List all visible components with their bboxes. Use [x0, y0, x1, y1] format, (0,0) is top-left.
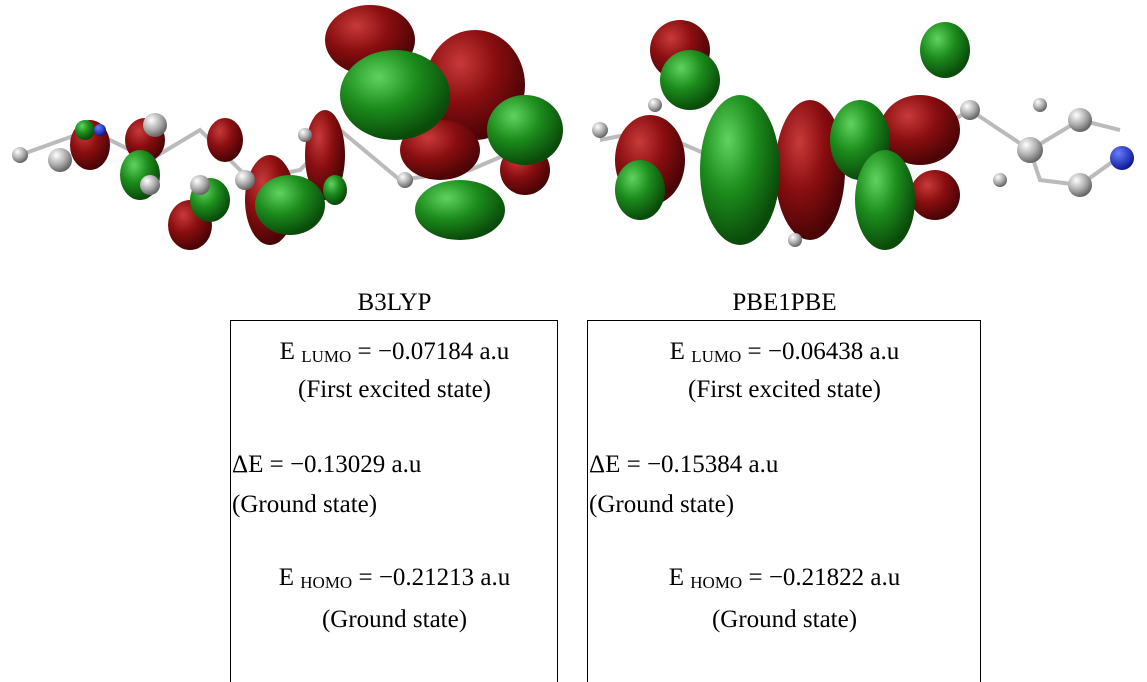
gap-energy: ΔE = −0.13029 a.u — [232, 450, 421, 480]
table-border — [587, 320, 980, 321]
table-border — [587, 320, 588, 682]
energy-symbol: E — [670, 338, 685, 365]
energy-subscript: HOMO — [300, 573, 352, 592]
method-label: PBE1PBE — [589, 288, 980, 318]
gap-energy: ΔE = −0.15384 a.u — [589, 450, 778, 480]
energy-subscript: LUMO — [691, 347, 741, 366]
table-border — [230, 320, 557, 321]
energy-symbol: E — [280, 338, 295, 365]
energy-subscript: LUMO — [301, 347, 351, 366]
table-border — [980, 320, 981, 682]
energy-value: = −0.21822 a.u — [748, 564, 900, 591]
lumo-energy: E LUMO = −0.07184 a.u — [232, 337, 557, 372]
energy-symbol: E — [279, 564, 294, 591]
orbital-images — [0, 0, 1147, 270]
homo-energy: E HOMO = −0.21822 a.u — [589, 563, 980, 598]
energy-value: = −0.06438 a.u — [748, 338, 900, 365]
energy-value: = −0.07184 a.u — [358, 338, 510, 365]
homo-state: (Ground state) — [589, 605, 980, 635]
homo-energy: E HOMO = −0.21213 a.u — [232, 563, 557, 598]
figure: B3LYPE LUMO = −0.07184 a.u(First excited… — [0, 0, 1147, 682]
lumo-energy: E LUMO = −0.06438 a.u — [589, 337, 980, 372]
gap-state: (Ground state) — [232, 490, 377, 520]
energy-subscript: HOMO — [690, 573, 742, 592]
energy-value: = −0.21213 a.u — [358, 564, 510, 591]
energy-symbol: E — [669, 564, 684, 591]
table-border — [230, 320, 231, 682]
method-label: B3LYP — [232, 288, 557, 318]
lumo-state: (First excited state) — [589, 375, 980, 405]
lumo-state: (First excited state) — [232, 375, 557, 405]
homo-state: (Ground state) — [232, 605, 557, 635]
gap-state: (Ground state) — [589, 490, 734, 520]
table-border — [557, 320, 558, 682]
